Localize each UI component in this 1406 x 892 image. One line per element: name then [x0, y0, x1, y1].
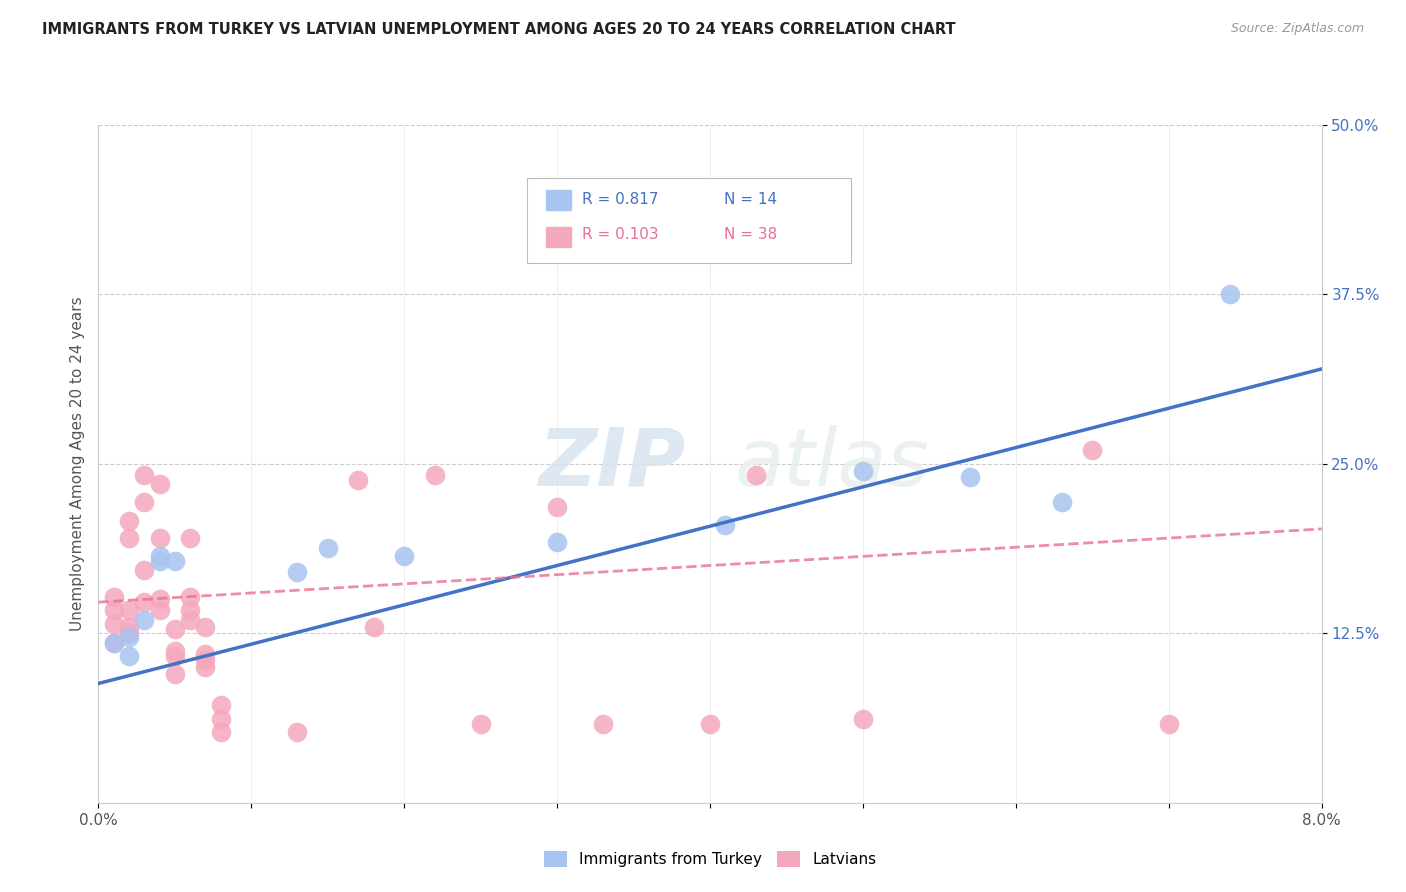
Point [149, 549, 172, 563]
Point [546, 535, 568, 549]
Point [1081, 443, 1104, 458]
Point [194, 653, 217, 667]
Point [103, 636, 125, 650]
Point [347, 473, 370, 487]
Point [103, 636, 125, 650]
Text: N = 38: N = 38 [724, 227, 778, 243]
Point [179, 603, 201, 617]
Point [149, 603, 172, 617]
Point [592, 717, 614, 731]
Point [546, 500, 568, 515]
Point [852, 712, 875, 726]
Point [194, 660, 217, 674]
Point [423, 467, 446, 482]
Point [118, 603, 141, 617]
Point [285, 566, 308, 580]
Point [163, 667, 186, 681]
Text: IMMIGRANTS FROM TURKEY VS LATVIAN UNEMPLOYMENT AMONG AGES 20 TO 24 YEARS CORRELA: IMMIGRANTS FROM TURKEY VS LATVIAN UNEMPL… [42, 22, 956, 37]
Point [134, 563, 156, 577]
Point [392, 549, 416, 563]
Text: N = 14: N = 14 [724, 192, 778, 207]
Point [149, 532, 172, 546]
Legend: Immigrants from Turkey, Latvians: Immigrants from Turkey, Latvians [537, 845, 883, 873]
Point [118, 649, 141, 664]
Point [134, 595, 156, 609]
Text: ZIP: ZIP [538, 425, 686, 503]
Point [1050, 495, 1073, 509]
Point [470, 717, 492, 731]
Point [134, 495, 156, 509]
Text: atlas: atlas [734, 425, 929, 503]
Point [1157, 717, 1180, 731]
Point [134, 613, 156, 627]
Point [103, 590, 125, 604]
Point [103, 616, 125, 631]
Point [316, 541, 339, 555]
Point [179, 532, 201, 546]
Y-axis label: Unemployment Among Ages 20 to 24 years: Unemployment Among Ages 20 to 24 years [69, 296, 84, 632]
Point [209, 698, 232, 713]
Point [118, 514, 141, 528]
Point [959, 470, 981, 484]
Point [118, 631, 141, 645]
Point [118, 619, 141, 633]
Point [134, 467, 156, 482]
Point [285, 725, 308, 739]
Point [714, 517, 737, 532]
Point [118, 532, 141, 546]
Point [1219, 287, 1241, 301]
Point [163, 644, 186, 658]
Point [699, 717, 721, 731]
Point [163, 649, 186, 664]
Point [852, 464, 875, 478]
Point [163, 554, 186, 568]
Point [118, 626, 141, 640]
Point [149, 554, 172, 568]
Point [209, 712, 232, 726]
Point [179, 590, 201, 604]
Point [149, 592, 172, 607]
Point [149, 477, 172, 491]
Point [745, 467, 768, 482]
Text: Source: ZipAtlas.com: Source: ZipAtlas.com [1230, 22, 1364, 36]
Point [163, 622, 186, 636]
Text: R = 0.817: R = 0.817 [582, 192, 658, 207]
Point [103, 603, 125, 617]
Point [363, 619, 385, 633]
Point [194, 619, 217, 633]
Point [209, 725, 232, 739]
Text: R = 0.103: R = 0.103 [582, 227, 658, 243]
Point [194, 647, 217, 661]
Point [668, 188, 690, 202]
Point [179, 613, 201, 627]
